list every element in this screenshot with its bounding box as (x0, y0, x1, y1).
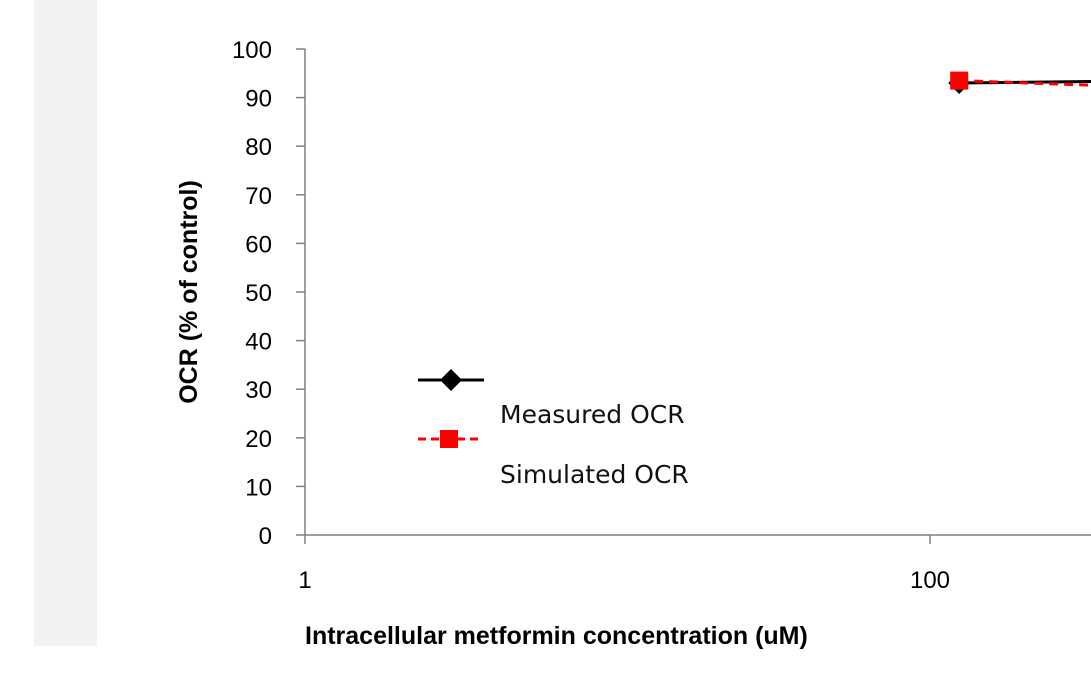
tick-marks (296, 48, 931, 544)
series-line-simulated-ocr (959, 79, 1091, 87)
plot-panel (97, 0, 1091, 646)
y-tick-label: 70 (245, 183, 272, 210)
y-axis-title: OCR (% of control) (175, 180, 203, 404)
series-line-measured-ocr (959, 79, 1091, 85)
x-axis-title: Intracellular metformin concentration (u… (305, 622, 808, 650)
x-tick-label: 100 (910, 567, 950, 594)
y-tick-label: 50 (245, 280, 272, 307)
legend: Measured OCR Simulated OCR (418, 369, 689, 489)
axes (304, 49, 1091, 536)
legend-swatch-marker-simulated (440, 430, 458, 448)
y-tick-label: 10 (245, 474, 272, 501)
y-tick-label: 0 (259, 523, 272, 550)
x-tick-label: 1 (298, 567, 311, 594)
legend-swatch-marker-measured (440, 369, 462, 391)
y-tick-label: 60 (245, 231, 272, 258)
series-layer (948, 71, 1091, 95)
tick-labels: 0102030405060708090100110010000 (232, 37, 950, 594)
y-tick-label: 20 (245, 426, 272, 453)
y-tick-label: 30 (245, 377, 272, 404)
y-tick-label: 100 (232, 37, 272, 64)
legend-label-simulated: Simulated OCR (500, 460, 689, 489)
y-tick-label: 80 (245, 134, 272, 161)
data-point-simulated-ocr (950, 71, 969, 90)
y-tick-label: 90 (245, 86, 272, 113)
y-tick-label: 40 (245, 329, 272, 356)
legend-label-measured: Measured OCR (500, 400, 685, 429)
